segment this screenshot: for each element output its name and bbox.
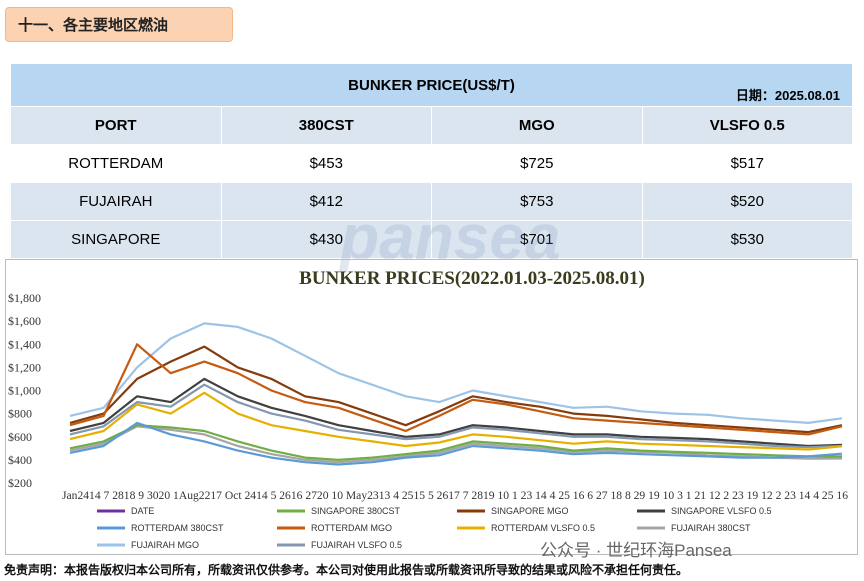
legend-label: FUJAIRAH MGO (131, 540, 199, 550)
chart: BUNKER PRICES(2022.01.03-2025.08.01) $20… (5, 259, 858, 555)
cell: $530 (641, 220, 853, 259)
account-watermark: 公众号 · 世纪环海Pansea (540, 541, 732, 560)
series-line (69, 421, 843, 466)
cell: SINGAPORE (10, 220, 222, 259)
legend-label: ROTTERDAM VLSFO 0.5 (491, 523, 595, 533)
cell: $412 (220, 182, 432, 221)
y-tick-label: $1,400 (8, 337, 41, 351)
y-tick-label: $800 (8, 407, 32, 421)
column-header: MGO (431, 106, 643, 145)
series-line (69, 425, 843, 464)
chart-frame (5, 259, 858, 555)
legend-label: SINGAPORE 380CST (311, 506, 401, 516)
price-table: BUNKER PRICE(US$/T) 日期：2025.08.01 PORT 38… (10, 63, 853, 259)
cell: FUJAIRAH (10, 182, 222, 221)
y-tick-label: $1,600 (8, 314, 41, 328)
legend-label: ROTTERDAM MGO (311, 523, 392, 533)
cell: ROTTERDAM (10, 144, 222, 183)
cell: $453 (220, 144, 432, 183)
legend-label: DATE (131, 506, 154, 516)
column-header: 380CST (220, 106, 432, 145)
series-line (69, 345, 843, 434)
series-line (69, 391, 843, 451)
legend-label: ROTTERDAM 380CST (131, 523, 224, 533)
legend-label: FUJAIRAH 380CST (671, 523, 751, 533)
watermark: pansea (340, 201, 561, 273)
cell: $430 (220, 220, 432, 259)
table-header: BUNKER PRICE(US$/T) 日期：2025.08.01 (10, 63, 853, 107)
cell: $520 (641, 182, 853, 221)
legend-label: SINGAPORE VLSFO 0.5 (671, 506, 772, 516)
cell: $517 (641, 144, 853, 183)
column-header: VLSFO 0.5 (641, 106, 853, 145)
series-line (69, 377, 843, 448)
y-tick-label: $400 (8, 453, 32, 467)
y-tick-label: $200 (8, 476, 32, 490)
cell: $701 (431, 220, 643, 259)
table-date: 日期：2025.08.01 (735, 88, 840, 103)
y-tick-label: $1,200 (8, 360, 41, 374)
legend-label: FUJAIRAH VLSFO 0.5 (311, 540, 402, 550)
cell: $753 (431, 182, 643, 221)
series-line (69, 424, 842, 461)
column-header: PORT (10, 106, 222, 145)
series-line (69, 343, 843, 436)
series-line (69, 383, 843, 449)
y-tick-label: $600 (8, 430, 32, 444)
cell: $725 (431, 144, 643, 183)
legend-label: SINGAPORE MGO (491, 506, 569, 516)
table-title: BUNKER PRICE(US$/T) (348, 76, 515, 94)
section-title: 十一、各主要地区燃油 (5, 7, 233, 42)
y-tick-label: $1,000 (8, 384, 41, 398)
x-axis-labels: Jan2414 7 2818 9 3020 1Aug2217 Oct 2414 … (62, 488, 848, 502)
series-line (69, 322, 843, 424)
chart-title: BUNKER PRICES(2022.01.03-2025.08.01) (299, 268, 645, 289)
y-tick-label: $1,800 (8, 291, 41, 305)
disclaimer: 免责声明：本报告版权归本公司所有，所载资讯仅供参考。本公司对使用此报告或所载资讯… (4, 563, 689, 577)
